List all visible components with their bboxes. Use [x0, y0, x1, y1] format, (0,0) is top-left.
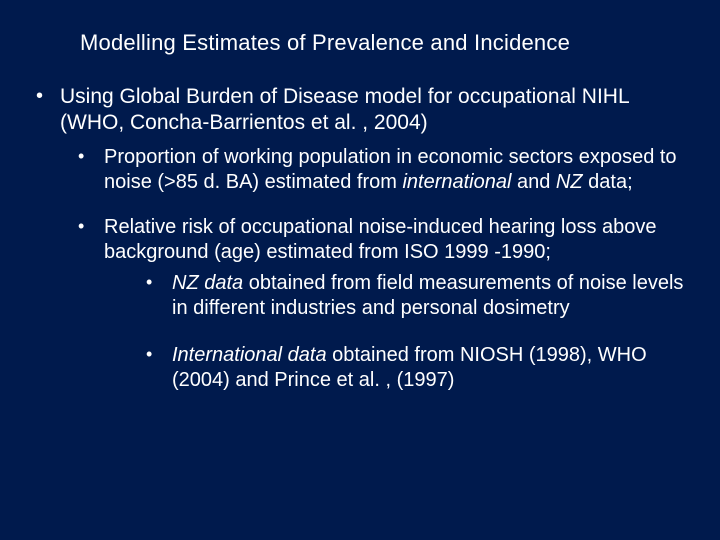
- bullet-text: obtained from field measurements of nois…: [172, 272, 683, 319]
- bullet-text-italic: NZ: [556, 171, 583, 193]
- bullet-text-italic: international: [402, 171, 511, 193]
- bullet-text: Relative risk of occupational noise-indu…: [104, 216, 657, 263]
- bullet-list: Using Global Burden of Disease model for…: [36, 84, 684, 393]
- bullet-l3: NZ data obtained from field measurements…: [146, 271, 684, 321]
- bullet-text: data;: [583, 171, 633, 193]
- bullet-text: and: [511, 171, 555, 193]
- bullet-text: Using Global Burden of Disease model for…: [60, 85, 629, 134]
- bullet-sublist: Proportion of working population in econ…: [60, 145, 684, 393]
- bullet-text-italic: NZ data: [172, 272, 243, 294]
- bullet-l2: Proportion of working population in econ…: [78, 145, 684, 195]
- slide: Modelling Estimates of Prevalence and In…: [0, 0, 720, 540]
- bullet-l2: Relative risk of occupational noise-indu…: [78, 215, 684, 393]
- bullet-l1: Using Global Burden of Disease model for…: [36, 84, 684, 393]
- slide-title: Modelling Estimates of Prevalence and In…: [80, 30, 684, 56]
- bullet-sublist: NZ data obtained from field measurements…: [104, 271, 684, 393]
- bullet-text-italic: International data: [172, 344, 327, 366]
- bullet-l3: International data obtained from NIOSH (…: [146, 343, 684, 393]
